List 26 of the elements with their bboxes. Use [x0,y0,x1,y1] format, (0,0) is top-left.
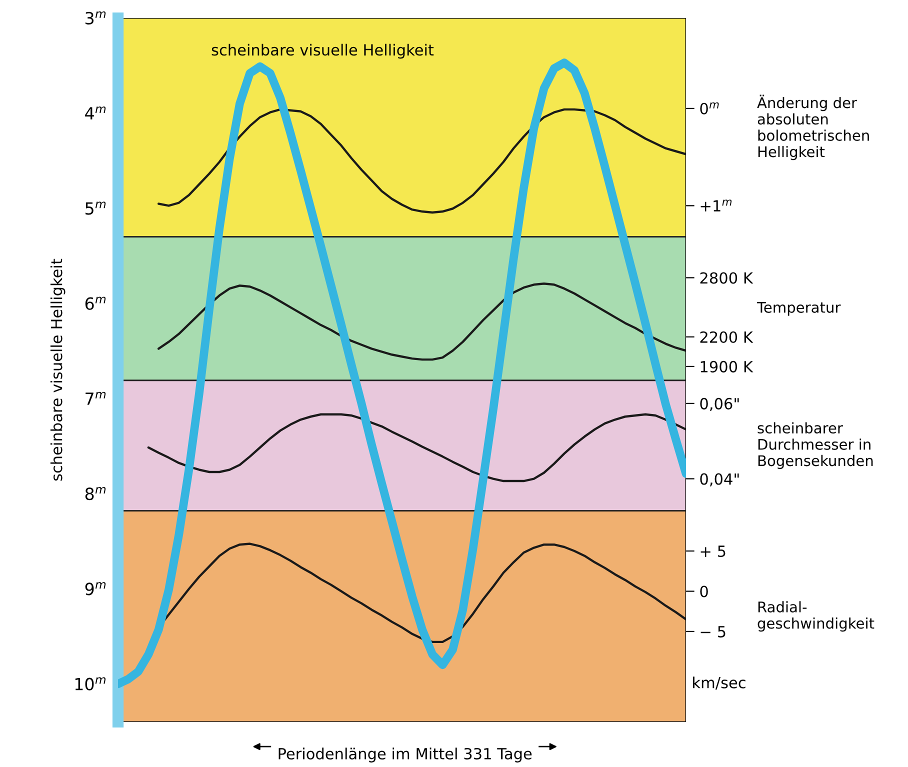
y-tick-label: 8$^{m}$ [85,487,106,500]
y-axis-title: Änderung der absoluten bolometrischen Helligkeit [757,94,869,160]
text: scheinbare visuelle Helligkeit [212,44,434,59]
y-tick-label: + 5 [700,546,726,558]
y-tick-label: 9$^{m}$ [85,582,106,596]
y-tick-label: 10$^{m}$ [75,677,106,690]
y-tick-label: 5$^{m}$ [86,202,106,215]
y-tick-label: 0 [700,586,708,598]
y-tick-label: 0$^{m}$ [700,102,719,114]
y-tick-label: 3$^{m}$ [86,11,106,25]
y-tick-label: 7$^{m}$ [86,392,106,405]
y-tick-label: 0,04" [700,473,739,486]
y-tick-label: 2200 K [700,331,754,343]
y-tick-label: 2800 K [700,272,754,284]
y-axis-title: scheinbarer Durchmesser in Bogensekunden [758,422,873,470]
y-tick-label: 4$^{m}$ [85,106,106,120]
y-tick-label: 1900 K [700,360,754,372]
y-axis-title: scheinbare visuelle Helligkeit [50,258,66,481]
y-axis-title: Radial- geschwindigkeit [758,601,874,632]
y-tick-label: − 5 [700,626,726,638]
y-tick-label: 0,06" [700,398,739,412]
text: Periodenlänge im Mittel 331 Tage [278,748,532,762]
y-axis-title: Temperatur [756,302,841,316]
y-tick-label: +1$^{m}$ [700,200,732,212]
y-tick-label: 6$^{m}$ [85,296,106,310]
text: km/sec [693,676,746,690]
